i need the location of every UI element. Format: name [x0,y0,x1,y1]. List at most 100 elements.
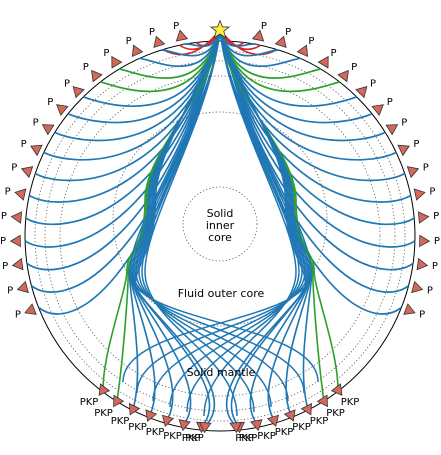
p-station-label: P [83,62,89,73]
pkp-station-label: PKP [257,431,276,442]
triangle-icon [24,303,37,315]
pkp-station-label: PKP [239,433,258,444]
p-ray [219,29,415,226]
p-station-label: P [11,162,17,173]
triangle-icon [419,234,431,248]
earthquake-source [209,19,231,39]
inner-core-boundary [182,186,258,262]
triangle-icon [337,69,349,83]
triangle-icon [161,414,175,427]
p-ray [24,29,221,248]
triangle-icon [406,166,420,179]
triangle-icon [251,29,265,42]
triangle-icon [131,44,144,58]
mantle-dotted-3 [59,75,381,397]
p-station-label: P [432,261,438,272]
p-ray [219,29,410,293]
p-station-label: P [5,187,11,198]
p-station-label: P [126,36,132,47]
mantle-label: Solid mantle [187,366,256,379]
triangle-icon [330,383,343,396]
p-station-label: P [7,286,13,297]
triangle-icon [41,124,55,136]
triangle-icon [113,394,125,408]
pkp-station-label: PKP [185,433,204,444]
star-icon [209,19,231,39]
p-ray [30,29,221,293]
triangle-icon [56,104,69,116]
pkp-station-label: PKP [94,408,113,419]
triangle-icon [397,144,410,157]
p-ray [219,29,321,79]
p-station-label: P [0,236,6,247]
pkp-station-label: PKP [275,427,294,438]
triangle-icon [300,402,312,416]
p-station-label: P [15,309,21,320]
p-station-label: P [429,187,435,198]
p-ray [219,29,416,248]
triangle-icon [178,419,191,432]
triangle-icon [274,35,287,48]
triangle-icon [98,383,111,396]
p-station-label: P [173,21,179,32]
triangle-icon [145,409,158,422]
ray-paths [24,29,416,427]
outer-core-label: Fluid outer core [178,287,265,300]
triangle-icon [283,409,296,422]
p-ray [26,29,221,271]
inner-core-label-1: Solid [207,207,234,220]
triangle-icon [128,402,141,416]
pkp-station-label: PKP [163,431,182,442]
triangle-icon [355,86,368,99]
p-station-label: P [261,21,267,32]
triangle-icon [229,421,242,434]
p-ray [219,29,414,271]
triangle-icon [9,234,21,248]
earth-layers [24,40,416,432]
triangle-icon [316,394,328,408]
triangle-icon [371,104,384,116]
triangle-icon [91,69,103,83]
pkp-station-label: PKP [80,397,99,408]
pkp-cross-ray [144,29,238,417]
triangle-icon [14,188,27,201]
pkp-station-label: PKP [292,422,311,433]
triangle-icon [10,211,23,224]
p-ray [100,29,221,93]
p-station-label: P [149,27,155,38]
triangle-icon [30,144,43,157]
p-station-label: P [419,309,425,320]
pkp-station-label: PKP [128,422,147,433]
p-station-label: P [33,117,39,128]
mantle-dotted-2 [44,60,396,412]
p-station-label: P [401,117,407,128]
p-station-label: P [434,236,440,247]
mantle-dotted-1 [34,50,406,422]
pkp-station-label: PKP [310,416,329,427]
p-ray [25,29,221,226]
p-station-label: P [103,48,109,59]
triangle-icon [250,419,263,432]
p-station-label: P [331,48,337,59]
triangle-icon [417,211,430,224]
triangle-icon [198,421,212,434]
triangle-icon [296,44,309,58]
pkp-station-label: PKP [182,433,201,444]
pkp-station-label: PKP [235,433,254,444]
pkp-cross-ray [203,29,297,417]
p-ray [119,29,221,79]
p-station-label: P [308,36,314,47]
region-labels: Solid inner core Fluid outer core Solid … [178,207,265,379]
p-station-label: P [433,211,439,222]
triangle-icon [266,414,280,427]
triangle-icon [175,29,189,42]
triangle-icon [411,280,424,294]
p-station-label: P [351,62,357,73]
pkp-station-label: PKP [111,416,130,427]
triangle-icon [385,124,399,136]
outer-core-boundary [112,111,328,327]
triangle-icon [416,257,429,271]
inner-core-label-3: core [208,231,232,244]
pkp-station-label: PKP [146,427,165,438]
